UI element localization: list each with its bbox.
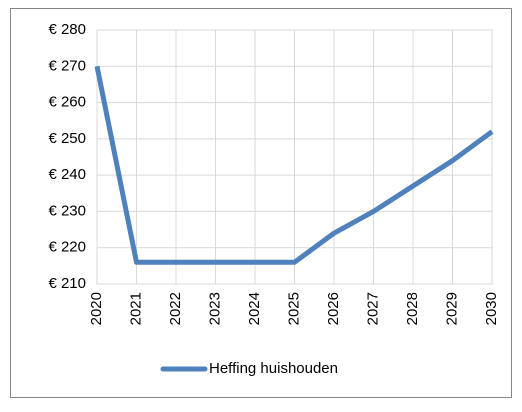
y-tick-label: € 220 bbox=[48, 239, 86, 256]
x-tick-label: 2027 bbox=[364, 292, 381, 325]
y-tick-label: € 230 bbox=[48, 202, 86, 219]
data-line bbox=[94, 65, 494, 265]
y-tick-label: € 280 bbox=[48, 21, 86, 38]
y-tick-label: € 250 bbox=[48, 130, 86, 147]
x-tick-label: 2024 bbox=[246, 292, 263, 325]
y-tick-label: € 260 bbox=[48, 94, 86, 111]
x-tick-label: 2030 bbox=[483, 292, 500, 325]
x-tick-label: 2026 bbox=[325, 292, 342, 325]
chart-border bbox=[10, 8, 512, 398]
legend-label: Heffing huishouden bbox=[209, 360, 338, 377]
x-tick-label: 2025 bbox=[285, 292, 302, 325]
y-tick-label: € 270 bbox=[48, 57, 86, 74]
x-tick-label: 2020 bbox=[88, 292, 105, 325]
x-tick-label: 2022 bbox=[167, 292, 184, 325]
y-tick-label: € 240 bbox=[48, 166, 86, 183]
plot-area bbox=[96, 29, 493, 285]
x-tick-label: 2023 bbox=[206, 292, 223, 325]
x-tick-label: 2021 bbox=[127, 292, 144, 325]
y-tick-label: € 210 bbox=[48, 275, 86, 292]
x-tick-label: 2029 bbox=[443, 292, 460, 325]
x-tick-label: 2028 bbox=[404, 292, 421, 325]
